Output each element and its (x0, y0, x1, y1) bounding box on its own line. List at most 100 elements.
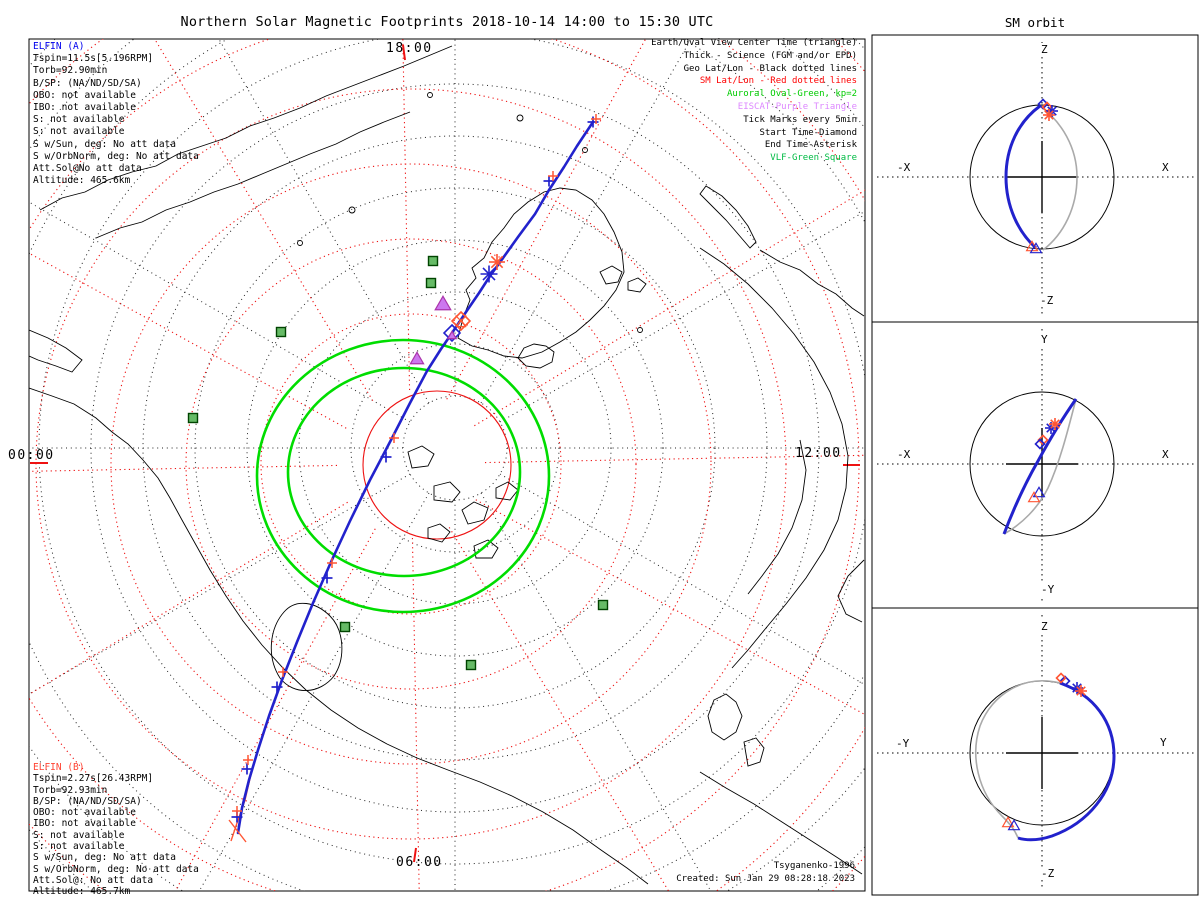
panel1-axis-right: X (1161, 161, 1170, 174)
elfin-b-info-line: Altitude: 465.7km (33, 886, 131, 898)
elfin-a-info-line: IBO: not available (33, 102, 136, 114)
map-marker-layer (187, 254, 609, 671)
coast-siberia (39, 45, 453, 211)
geo-lat-circle (194, 187, 716, 709)
vlf-square (427, 255, 439, 267)
start-diamond-b (450, 310, 472, 332)
svalbard-2 (627, 277, 647, 293)
elfin-a-info-line: S: not available (33, 114, 125, 126)
geo-lat-circle (90, 83, 820, 813)
coast-asia-right (759, 249, 865, 317)
geo-lat-circle (142, 135, 768, 761)
panel2-orbit-back (1003, 398, 1077, 535)
island-dot (297, 240, 303, 246)
geo-lon-line (29, 201, 411, 423)
iceland (517, 343, 555, 369)
vlf-square (275, 326, 287, 338)
geo-lat-circle (246, 239, 664, 657)
panel1-markers (1025, 98, 1058, 254)
start-diamond-a (442, 323, 462, 343)
arctic-island (433, 481, 461, 503)
credits-model: Tsyganenko-1996 (773, 861, 855, 871)
elfin-b-info-line: S w/Sun, deg: No att data (33, 852, 176, 864)
legend-item: Earth/Oval View Center Time (triangle) (651, 38, 857, 48)
elfin-b-info-line: B/SP: (NA/ND/SD/SA) (33, 795, 142, 807)
greenland (457, 187, 625, 359)
panel-triangle (1029, 242, 1043, 254)
arctic-island (495, 481, 519, 501)
geo-lon-line (480, 492, 712, 891)
center-time-triangle-b (455, 318, 467, 328)
panel-triangle (1027, 491, 1041, 503)
credits-created: Created: Sun Jan 29 08:28:18 2023 (676, 874, 855, 884)
end-asterisk-b (490, 255, 504, 269)
auroral-oval (255, 338, 551, 614)
coast-europe (699, 771, 863, 875)
mlt-label-0: 18:00 (386, 41, 433, 56)
legend-item: End Time-Asterisk (764, 140, 857, 151)
coastlines (29, 45, 865, 885)
elfin-b-info-line: Torb=92.93min (33, 784, 108, 796)
island-dot (516, 114, 524, 122)
elfin-a-info-line: S w/OrbNorm, deg: No att data (33, 150, 199, 162)
sm-grid (29, 39, 865, 891)
white-sea (837, 559, 865, 623)
panel3-axis-bottom: -Z (1040, 867, 1056, 880)
credits: Tsyganenko-1996 Created: Sun Jan 29 08:2… (676, 860, 855, 886)
geo-lon-line (198, 492, 430, 891)
ireland (743, 737, 765, 767)
geo-grid (29, 39, 865, 891)
panel-asterisk (1050, 419, 1060, 429)
vlf-square (465, 659, 477, 671)
panel-asterisk (1044, 110, 1054, 120)
sm-cardinal-tick (402, 44, 406, 61)
sm-mlt-line (475, 499, 865, 716)
geo-lon-line (499, 210, 865, 423)
geo-lon-line (218, 39, 430, 404)
panel2-axis-left: -X (896, 448, 912, 461)
legend-item: SM Lat/Lon - Red dotted lines (699, 76, 857, 87)
panel3-orbit-front (1017, 681, 1116, 842)
panel1-axis-top: Z (1040, 43, 1049, 56)
legend-item: Tick Marks every 5min (743, 114, 857, 125)
elfin-b-info-line: IBO: not available (33, 818, 136, 830)
panel1-axis-left: -X (896, 161, 912, 174)
center-time-triangle-a (446, 330, 458, 340)
sm-lat-circle (110, 163, 712, 765)
map-frame (28, 38, 866, 892)
vlf-square (425, 277, 437, 289)
island-dot (348, 206, 356, 214)
elfin-a-title: ELFIN (A) (33, 41, 85, 52)
island-dot (582, 147, 588, 153)
legend-item: Auroral Oval-Green, kp=2 (726, 89, 857, 100)
arctic-island (461, 501, 489, 525)
scandinavia (699, 247, 849, 669)
panel-diamond (1059, 675, 1071, 687)
sm-lat-circle (260, 313, 562, 615)
panel-diamond (1034, 438, 1046, 450)
legend-item: Geo Lat/Lon - Black dotted lines (683, 63, 857, 74)
footprint-track-layer (228, 114, 601, 843)
panel3-markers (1001, 672, 1087, 831)
elfin-b-info-line: Tspin=2.27s[26.43RPM] (33, 773, 154, 785)
sm-mlt-line (411, 537, 420, 891)
eiscat-triangle (409, 351, 425, 365)
geo-lon-line (29, 473, 411, 695)
panel3-axis-top: Z (1040, 620, 1049, 633)
geo-lon-line (480, 39, 692, 404)
geo-lat-circle (402, 395, 508, 501)
legend-item: VLF-Green Square (770, 153, 857, 164)
elfin-b-track-end (228, 819, 247, 843)
legend-item: Thick - Science (FGM and/or EPD) (683, 50, 857, 61)
panel2-markers (1027, 418, 1061, 503)
panel2-axis-top: Y (1040, 333, 1049, 346)
mlt-label-1: 00:00 (8, 448, 55, 463)
coast-chukotka (29, 329, 83, 373)
panel3-axis-left: -Y (895, 737, 911, 750)
legend-item: Start Time-Diamond (759, 127, 857, 138)
novaya-zemlya (699, 185, 757, 249)
panel-triangle (1032, 486, 1046, 498)
panel-box-xz (871, 34, 1199, 323)
